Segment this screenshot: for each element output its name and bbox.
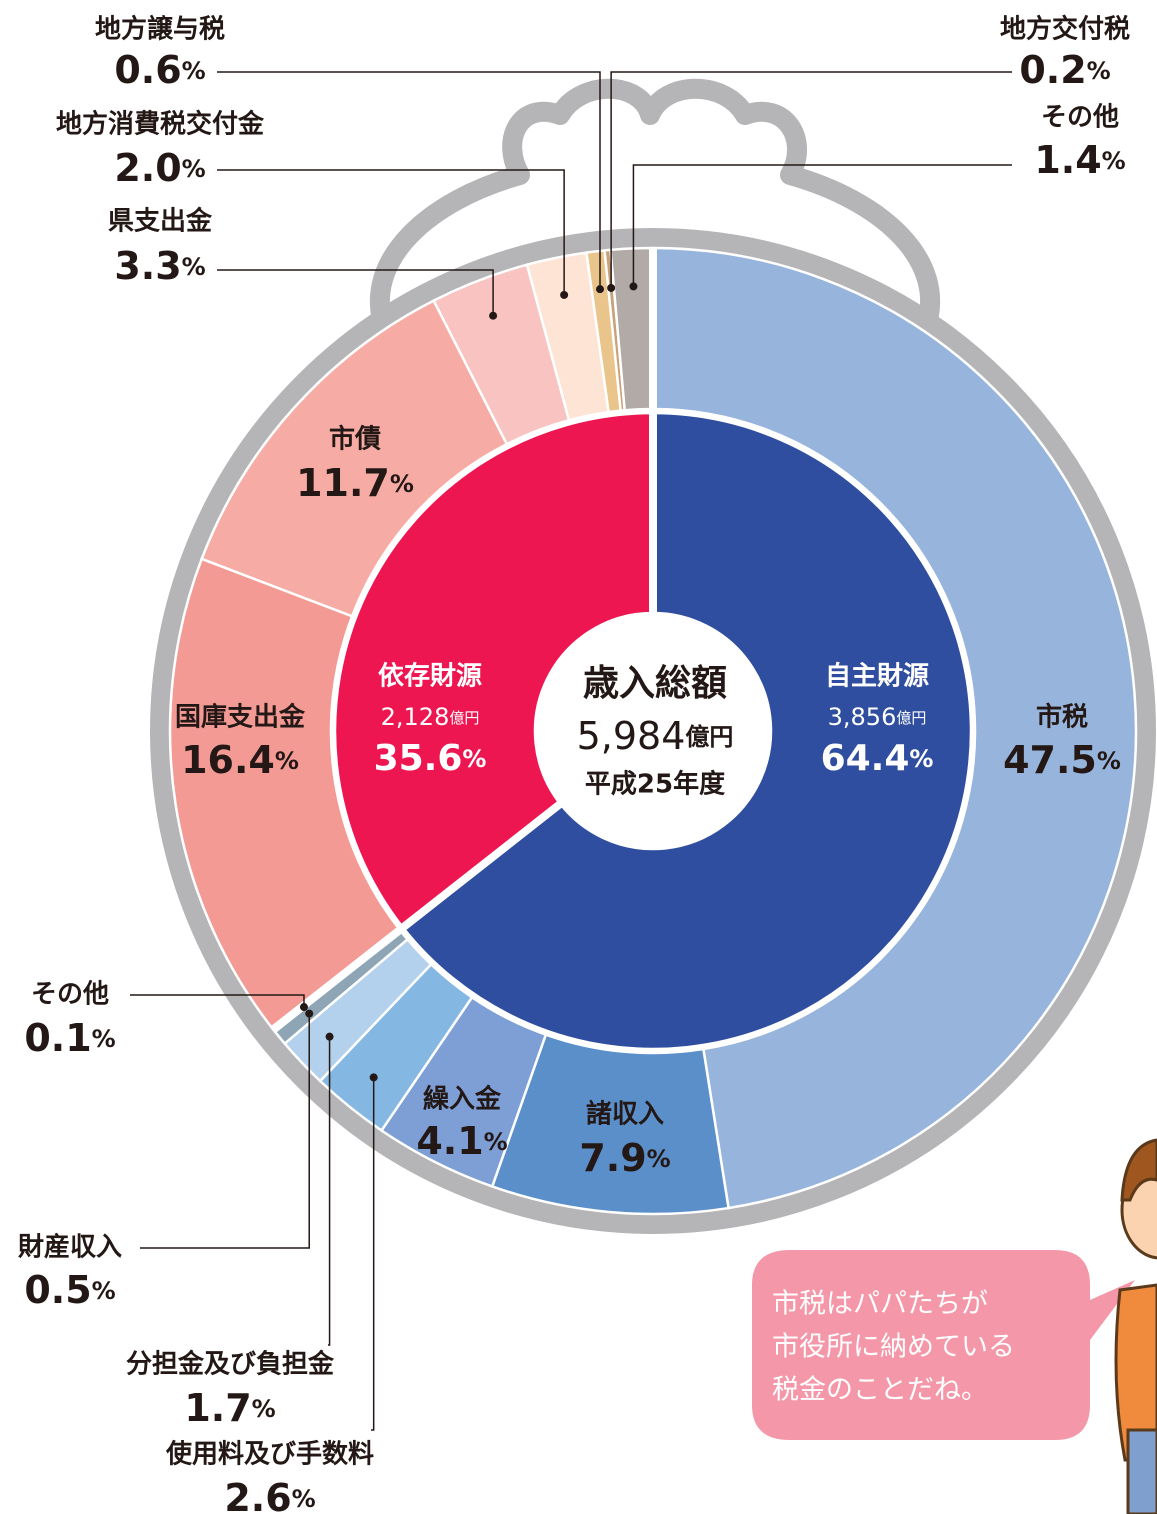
inner-value-label: 35.6%	[374, 738, 487, 779]
leader-dot	[607, 284, 615, 292]
value-label: 0.1%	[24, 1016, 115, 1060]
bubble-line: 市役所に納めている	[772, 1332, 1015, 1363]
leader-dot	[489, 312, 497, 320]
amount-value: 2,128	[381, 703, 450, 731]
inner-value-label: 64.4%	[821, 738, 934, 779]
leader-dot	[370, 1073, 378, 1081]
category-label: 国庫支出金	[175, 702, 306, 733]
category-label: 地方消費税交付金	[56, 109, 265, 140]
total-unit: 億円	[685, 723, 733, 751]
category-label: 地方譲与税	[95, 14, 225, 45]
leader-dot	[300, 1003, 308, 1011]
amount-value: 3,856	[828, 703, 897, 731]
category-label: 諸収入	[586, 1099, 664, 1130]
value-label: 3.3%	[114, 244, 205, 288]
category-label: 使用料及び手数料	[165, 1440, 374, 1470]
value-label: 0.6%	[114, 48, 205, 92]
bubble-line: 税金のことだね。	[772, 1375, 988, 1406]
total-value: 5,984	[577, 714, 686, 758]
category-label: その他	[1041, 103, 1119, 133]
leader-dot	[560, 291, 568, 299]
leader-dot	[596, 285, 604, 293]
speech-bubble: 市税はパパたちが 市役所に納めている 税金のことだね。	[752, 1250, 1135, 1440]
category-label: 財産収入	[18, 1232, 122, 1263]
value-label: 1.4%	[1034, 138, 1125, 182]
center-title: 歳入総額	[583, 663, 727, 704]
inner-label: 依存財源	[378, 662, 482, 692]
category-label: 分担金及び負担金	[126, 1349, 335, 1380]
value-label: 0.5%	[24, 1268, 115, 1312]
center-year: 平成25年度	[585, 769, 725, 800]
category-label: 市債	[329, 424, 381, 455]
category-label: 県支出金	[108, 206, 213, 237]
value-label: 0.2%	[1019, 48, 1110, 92]
amount-unit: 億円	[896, 709, 926, 727]
leader-dot	[629, 282, 637, 290]
value-label: 2.0%	[114, 146, 205, 190]
category-label: 繰入金	[423, 1084, 502, 1115]
page: {"chart_data": { "type": "donut", "cente…	[0, 0, 1157, 1514]
category-label: その他	[31, 980, 109, 1010]
leader-dot	[326, 1033, 334, 1041]
category-label: 市税	[1036, 702, 1088, 733]
character	[1116, 1140, 1157, 1514]
value-label: 1.7%	[184, 1386, 275, 1430]
inner-label: 自主財源	[825, 661, 929, 692]
leader-dot	[305, 1010, 313, 1018]
chart: 自主財源3,856億円64.4%依存財源2,128億円35.6%市税47.5%諸…	[0, 0, 1157, 1514]
value-label: 2.6%	[224, 1476, 315, 1514]
bubble-line: 市税はパパたちが	[772, 1289, 988, 1320]
category-label: 地方交付税	[1000, 14, 1130, 45]
amount-unit: 億円	[449, 709, 479, 727]
